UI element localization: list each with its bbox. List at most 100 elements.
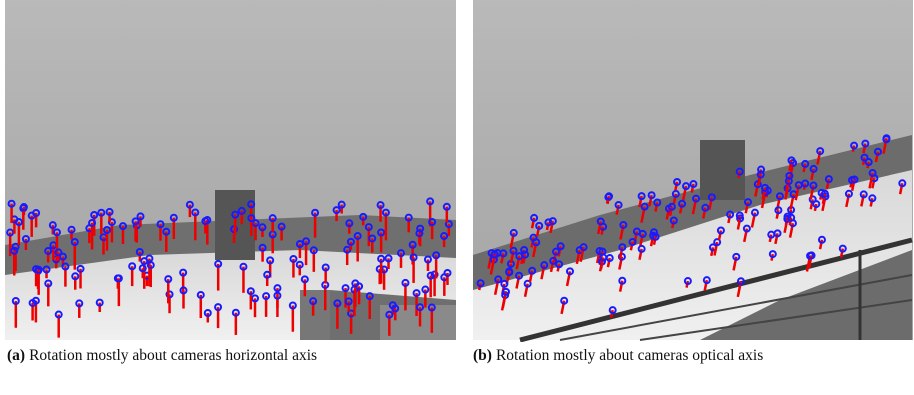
feature-point xyxy=(231,308,240,317)
feature-point xyxy=(71,272,80,281)
feature-point xyxy=(756,170,765,179)
feature-point xyxy=(809,164,818,173)
feature-point xyxy=(667,202,676,211)
figure-images xyxy=(5,0,913,342)
feature-point xyxy=(97,208,106,217)
feature-point xyxy=(673,177,682,186)
feature-track xyxy=(491,254,496,265)
feature-point xyxy=(237,206,246,215)
feature-point xyxy=(549,256,558,265)
feature-point xyxy=(618,276,627,285)
feature-point xyxy=(135,247,144,256)
feature-track xyxy=(549,220,555,234)
feature-point xyxy=(359,212,368,221)
feature-point xyxy=(332,206,341,215)
feature-point xyxy=(169,213,178,222)
feature-point xyxy=(775,192,784,201)
feature-track xyxy=(549,260,555,273)
feature-point xyxy=(54,310,63,319)
feature-point xyxy=(391,304,400,313)
feature-track xyxy=(638,195,643,208)
feature-point xyxy=(528,266,537,275)
feature-point xyxy=(868,169,877,178)
feature-track xyxy=(606,257,611,268)
feature-point xyxy=(794,181,803,190)
feature-point xyxy=(608,306,617,315)
feature-point xyxy=(787,213,796,222)
feature-point xyxy=(523,279,532,288)
feature-point xyxy=(579,243,588,252)
feature-track xyxy=(862,143,867,154)
feature-point xyxy=(501,287,510,296)
feature-point xyxy=(716,226,725,235)
feature-point xyxy=(10,246,19,255)
caption-a: (a) Rotation mostly about cameras horizon… xyxy=(7,344,447,367)
feature-point xyxy=(76,264,85,273)
feature-track xyxy=(648,194,653,207)
feature-point xyxy=(118,222,127,231)
feature-track xyxy=(530,217,536,229)
feature-point xyxy=(494,275,503,284)
caption-text: Rotation mostly about cameras horizontal… xyxy=(29,347,318,364)
feature-point xyxy=(7,199,16,208)
feature-point xyxy=(807,251,816,260)
feature-point xyxy=(735,167,744,176)
feature-point xyxy=(787,156,796,165)
feature-point xyxy=(247,200,256,209)
feature-point xyxy=(637,244,646,253)
feature-point xyxy=(767,230,776,239)
caption-label: (a) xyxy=(7,347,26,364)
feature-point xyxy=(873,147,882,156)
feature-point xyxy=(203,308,212,317)
feature-point xyxy=(750,208,759,217)
feature-point xyxy=(397,249,406,258)
feature-point xyxy=(509,246,518,255)
feature-point xyxy=(490,250,499,259)
feature-point xyxy=(214,259,223,268)
feature-point xyxy=(732,252,741,261)
feature-point xyxy=(619,220,628,229)
feature-point xyxy=(713,238,722,247)
feature-point xyxy=(761,183,770,192)
feature-point xyxy=(736,277,745,286)
feature-track xyxy=(898,183,904,195)
image-b xyxy=(473,0,913,342)
feature-point xyxy=(368,234,377,243)
feature-track xyxy=(678,203,684,214)
feature-point xyxy=(555,260,564,269)
feature-point xyxy=(28,298,37,307)
feature-point xyxy=(861,139,870,148)
feature-track xyxy=(744,201,750,214)
feature-point xyxy=(156,220,165,229)
feature-point xyxy=(426,271,435,280)
feature-point xyxy=(416,303,425,312)
feature-point xyxy=(860,153,869,162)
feature-point xyxy=(365,292,374,301)
feature-track xyxy=(528,270,534,283)
feature-point xyxy=(273,284,282,293)
feature-point xyxy=(596,217,605,226)
feature-track xyxy=(522,254,527,264)
feature-point xyxy=(768,250,777,259)
caption-b: (b) Rotation mostly about cameras optical… xyxy=(473,344,913,367)
feature-point xyxy=(377,254,386,263)
feature-point xyxy=(165,290,174,299)
feature-track xyxy=(788,160,793,172)
feature-point xyxy=(701,203,710,212)
feature-point xyxy=(432,251,441,260)
feature-point xyxy=(726,210,735,219)
feature-track xyxy=(757,174,762,185)
feature-track xyxy=(668,206,674,216)
feature-point xyxy=(44,246,53,255)
feature-track xyxy=(500,253,505,264)
feature-point xyxy=(850,141,859,150)
feature-point xyxy=(19,203,28,212)
feature-point xyxy=(239,262,248,271)
feature-point xyxy=(605,192,614,201)
feature-track xyxy=(839,248,845,258)
feature-point xyxy=(844,189,853,198)
feature-track xyxy=(810,168,815,181)
feature-point xyxy=(408,240,417,249)
feature-point xyxy=(128,262,137,271)
feature-point xyxy=(262,292,271,301)
